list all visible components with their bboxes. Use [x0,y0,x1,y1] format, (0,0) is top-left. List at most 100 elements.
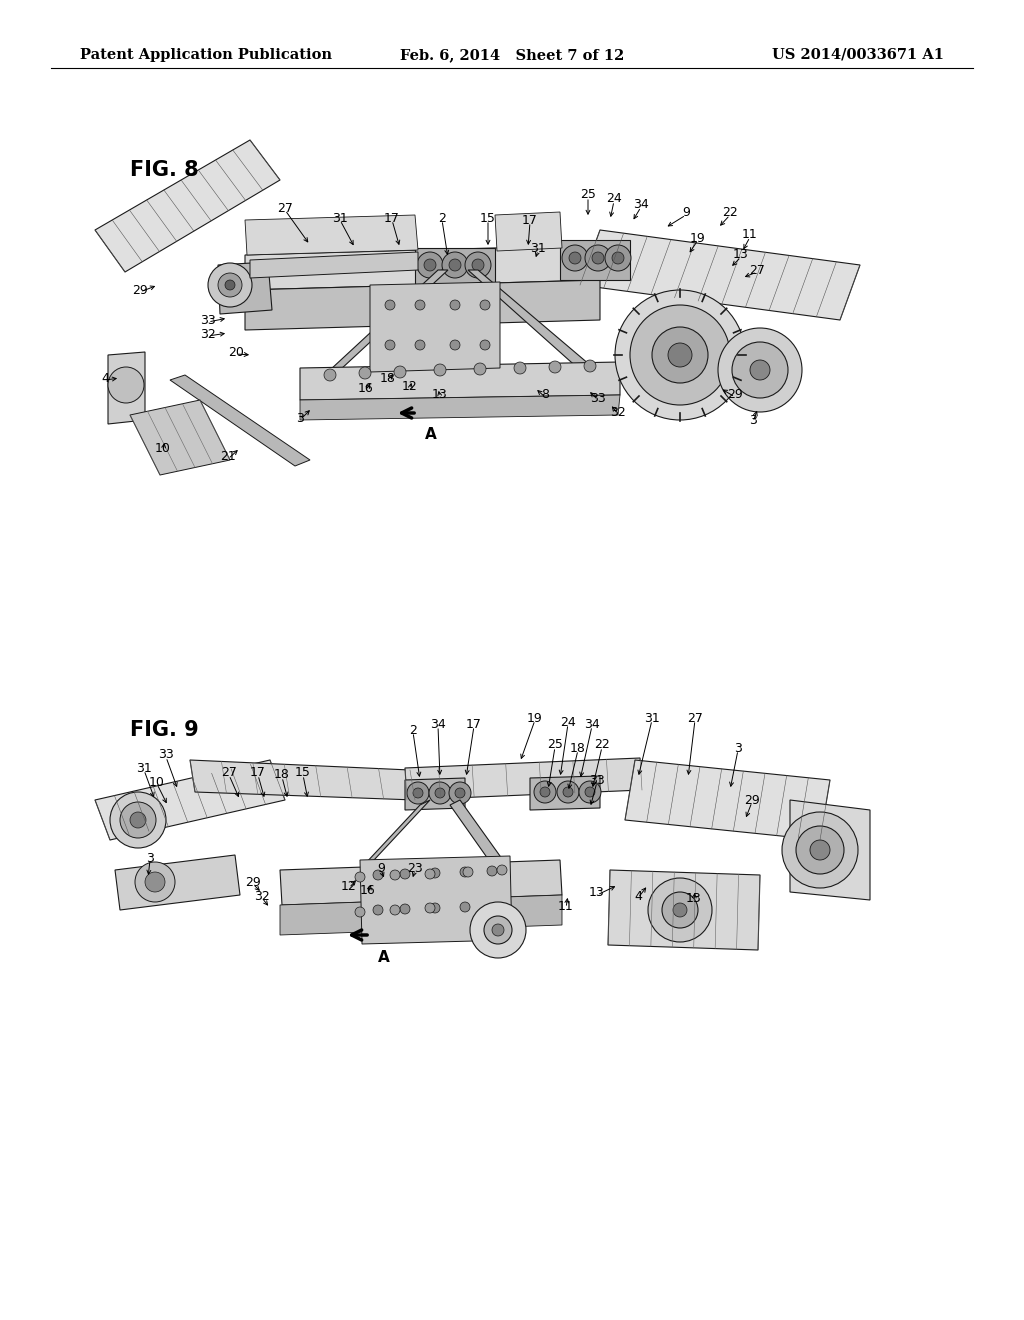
Circle shape [579,781,601,803]
Text: 18: 18 [570,742,586,755]
Circle shape [562,246,588,271]
Polygon shape [108,352,145,424]
Text: 19: 19 [690,231,706,244]
Text: 34: 34 [633,198,649,211]
Circle shape [652,327,708,383]
Circle shape [417,252,443,279]
Text: 2: 2 [438,211,445,224]
Text: 25: 25 [580,189,596,202]
Circle shape [732,342,788,399]
Circle shape [668,343,692,367]
Text: 3: 3 [146,851,154,865]
Circle shape [120,803,156,838]
Circle shape [563,787,573,797]
Circle shape [450,341,460,350]
Circle shape [463,867,473,876]
Text: 32: 32 [610,405,626,418]
Circle shape [480,341,490,350]
Text: 13: 13 [686,892,701,906]
Text: 33: 33 [200,314,216,326]
Text: 4: 4 [634,890,642,903]
Circle shape [108,367,144,403]
Circle shape [460,867,470,876]
Circle shape [465,252,490,279]
Circle shape [534,781,556,803]
Circle shape [415,341,425,350]
Text: 33: 33 [158,748,174,762]
Text: 34: 34 [584,718,600,730]
Circle shape [407,781,429,804]
Circle shape [415,300,425,310]
Circle shape [385,300,395,310]
Circle shape [648,878,712,942]
Circle shape [497,865,507,875]
Circle shape [435,788,445,799]
Circle shape [400,904,410,913]
Text: 20: 20 [228,346,244,359]
Text: US 2014/0033671 A1: US 2014/0033671 A1 [772,48,944,62]
Circle shape [584,360,596,372]
Circle shape [472,259,484,271]
Polygon shape [530,776,600,810]
Polygon shape [625,760,830,840]
Polygon shape [495,213,562,251]
Circle shape [474,363,486,375]
Text: A: A [378,950,390,965]
Text: 17: 17 [250,767,266,780]
Circle shape [359,367,371,379]
Text: 3: 3 [734,742,742,755]
Circle shape [569,252,581,264]
Circle shape [145,873,165,892]
Polygon shape [360,855,512,944]
Circle shape [662,892,698,928]
Text: 16: 16 [360,884,376,898]
Text: 31: 31 [644,711,659,725]
Polygon shape [218,261,272,314]
Circle shape [549,360,561,374]
Polygon shape [245,246,600,290]
Text: 17: 17 [522,214,538,227]
Polygon shape [95,760,285,840]
Text: 10: 10 [150,776,165,788]
Circle shape [218,273,242,297]
Text: 18: 18 [274,768,290,781]
Circle shape [605,246,631,271]
Text: 27: 27 [221,767,237,780]
Text: 15: 15 [480,211,496,224]
Polygon shape [350,800,430,880]
Text: 3: 3 [296,412,304,425]
Text: 31: 31 [332,211,348,224]
Polygon shape [468,271,590,370]
Text: 15: 15 [295,767,311,780]
Polygon shape [280,895,562,935]
Circle shape [750,360,770,380]
Polygon shape [406,777,465,810]
Circle shape [135,862,175,902]
Circle shape [130,812,146,828]
Text: 22: 22 [594,738,610,751]
Text: 12: 12 [402,380,418,393]
Circle shape [514,362,526,374]
Text: 24: 24 [560,715,575,729]
Polygon shape [560,240,630,280]
Text: 27: 27 [687,711,702,725]
Circle shape [425,903,435,913]
Circle shape [400,869,410,879]
Circle shape [394,366,406,378]
Circle shape [424,259,436,271]
Polygon shape [330,271,449,370]
Circle shape [390,870,400,880]
Text: 29: 29 [245,875,261,888]
Circle shape [673,903,687,917]
Circle shape [449,781,471,804]
Text: 11: 11 [742,228,758,242]
Circle shape [324,370,336,381]
Circle shape [442,252,468,279]
Polygon shape [190,760,415,800]
Text: 31: 31 [530,242,546,255]
Circle shape [460,902,470,912]
Polygon shape [608,870,760,950]
Polygon shape [245,215,418,255]
Circle shape [110,792,166,847]
Text: 17: 17 [466,718,482,730]
